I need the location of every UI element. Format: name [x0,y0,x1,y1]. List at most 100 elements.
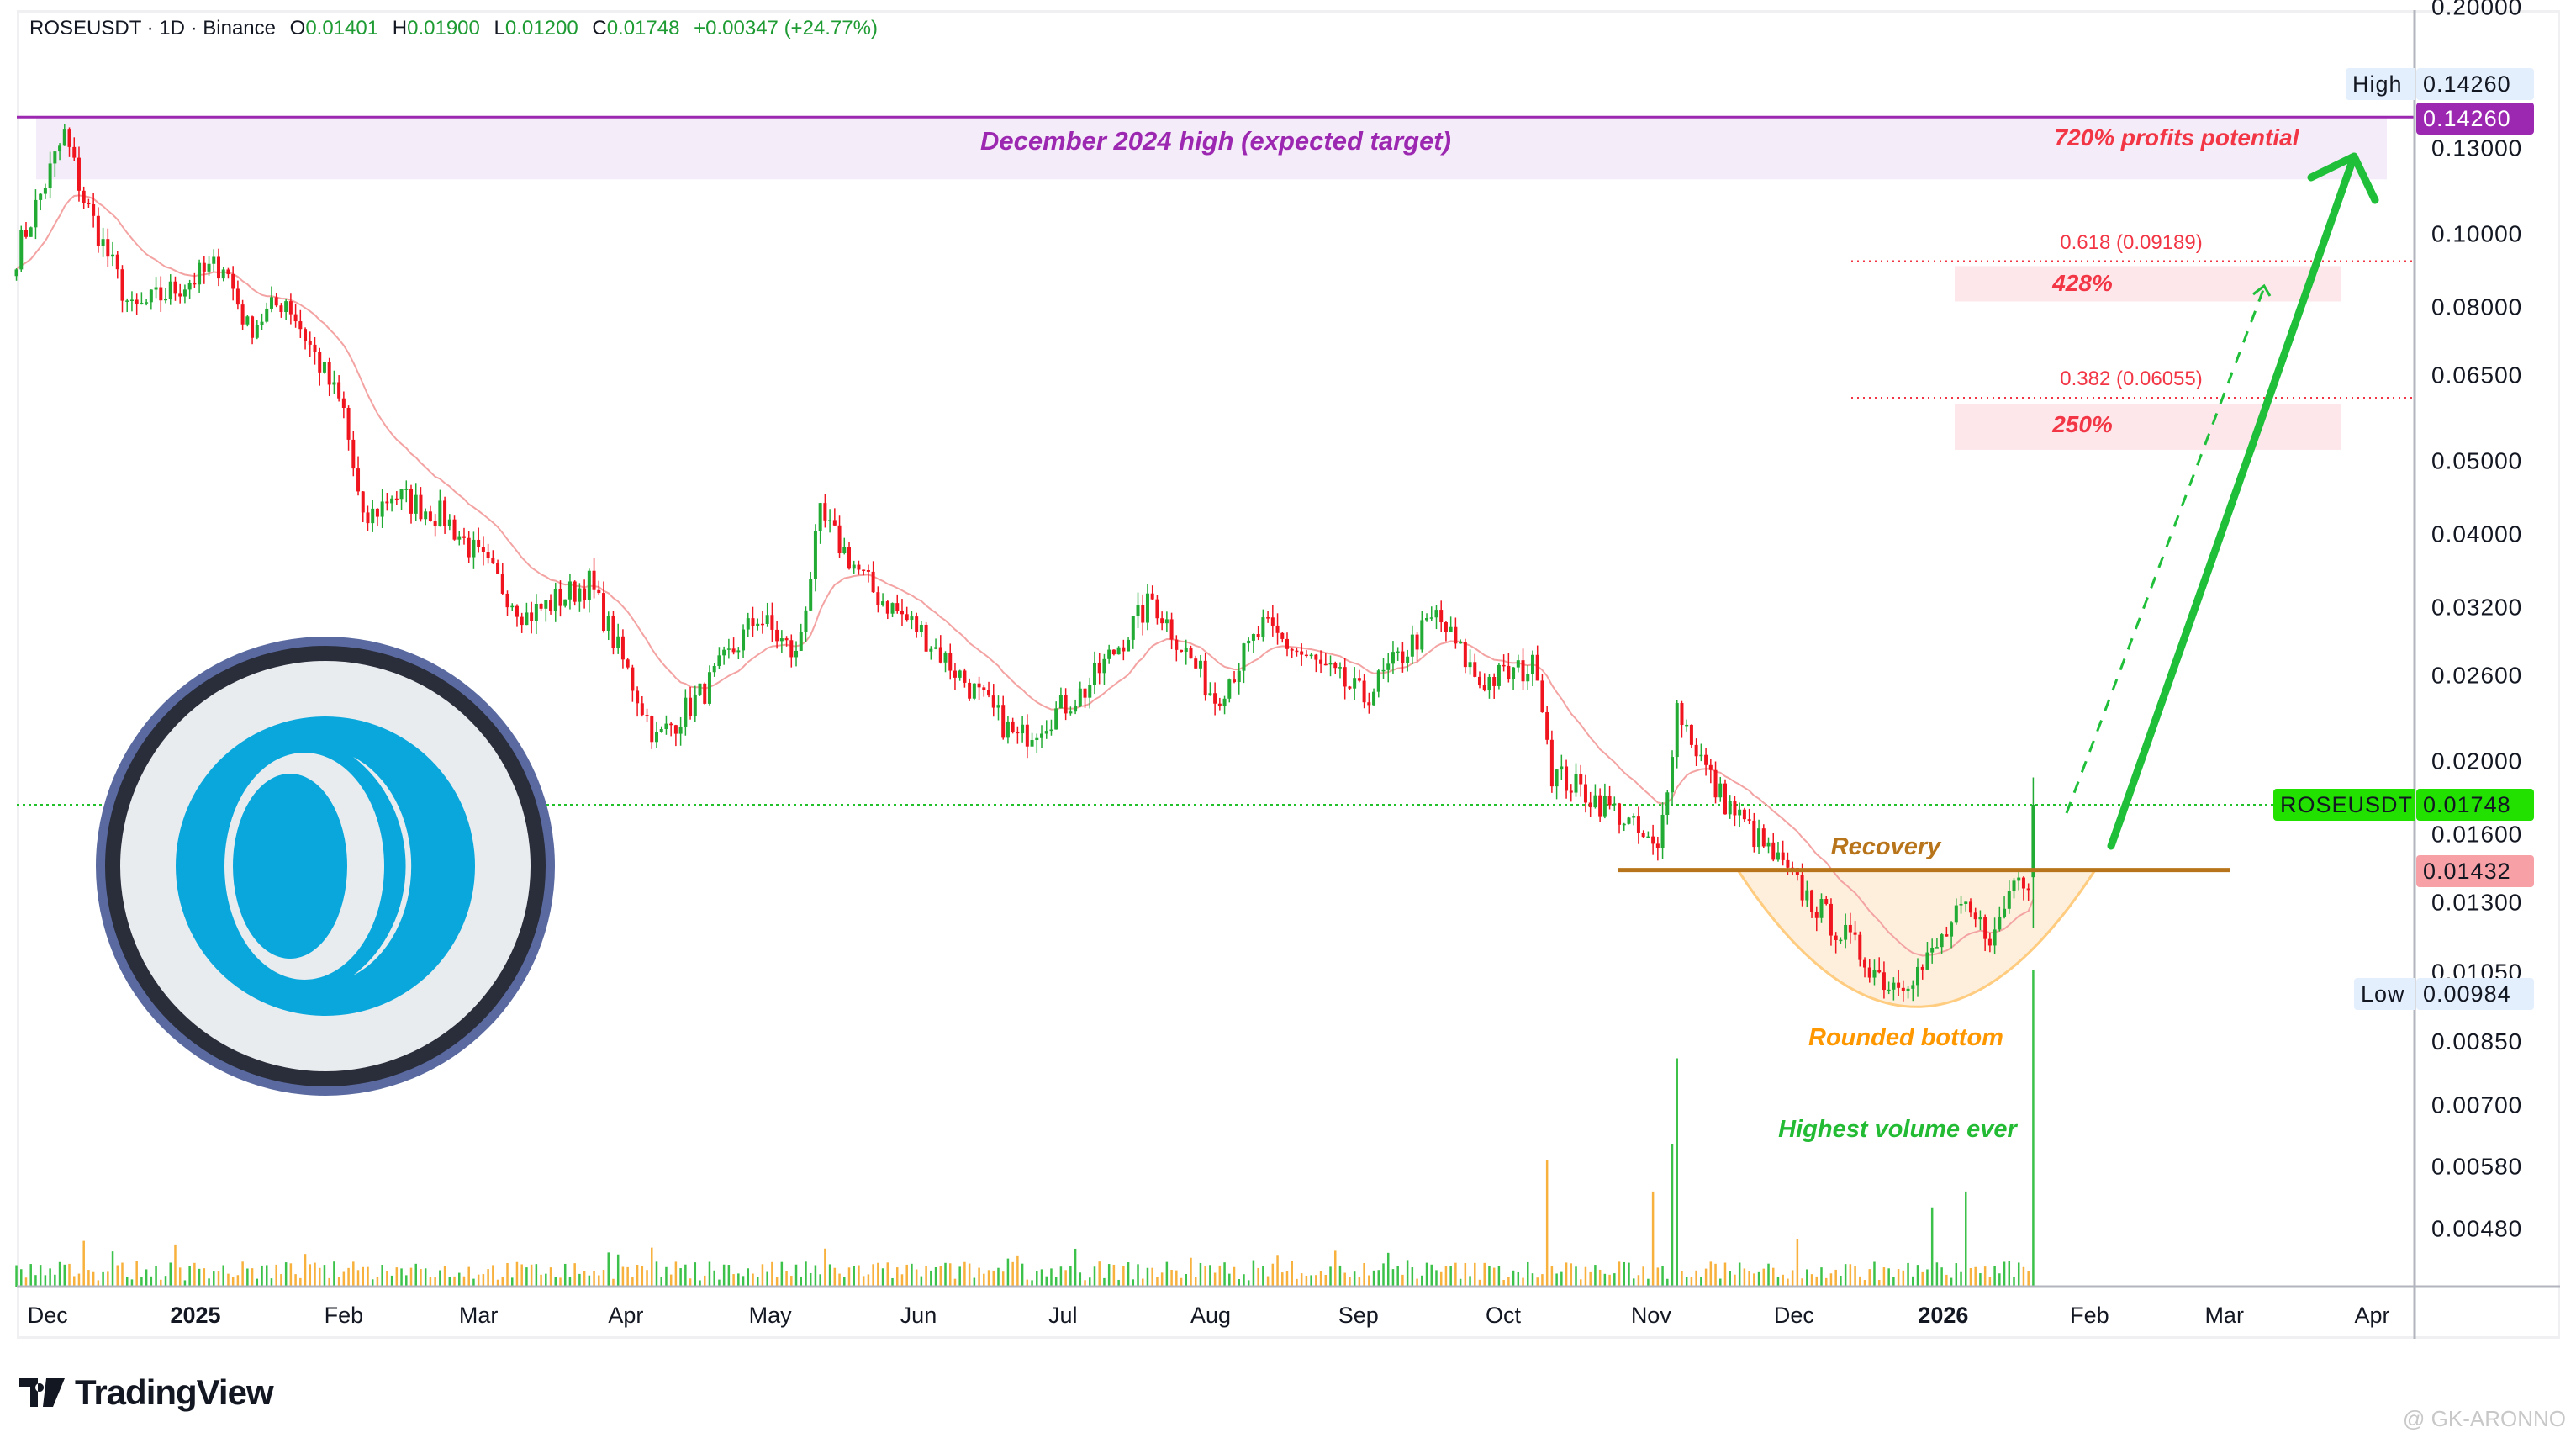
candle[interactable] [977,683,981,688]
candle[interactable] [1333,663,1338,669]
candle[interactable] [1429,617,1433,619]
candle[interactable] [159,287,163,301]
candle[interactable] [1993,929,1997,946]
candle[interactable] [1733,801,1737,816]
candle[interactable] [1348,686,1352,689]
candle[interactable] [29,227,33,237]
candle[interactable] [765,615,769,624]
candle[interactable] [390,498,394,504]
candle[interactable] [1545,711,1549,740]
candle[interactable] [178,293,182,297]
candle[interactable] [1425,617,1429,621]
candle[interactable] [491,558,495,564]
candle[interactable] [1304,654,1308,657]
candle[interactable] [34,199,38,228]
candle[interactable] [1680,703,1684,726]
candle[interactable] [948,652,953,671]
candle[interactable] [366,512,370,524]
candle[interactable] [496,563,500,574]
candle[interactable] [1116,647,1121,655]
candle[interactable] [308,341,312,345]
candle[interactable] [534,603,538,621]
candle[interactable] [145,302,149,304]
candle[interactable] [1410,634,1414,657]
candle[interactable] [1150,593,1154,600]
candle[interactable] [1473,662,1477,677]
candle[interactable] [871,571,875,593]
candle[interactable] [394,498,399,500]
candle[interactable] [1723,783,1727,815]
candle[interactable] [578,588,582,602]
candle[interactable] [1111,649,1116,655]
candle[interactable] [1598,795,1602,817]
candle[interactable] [467,537,471,558]
candle[interactable] [1444,621,1448,633]
candle[interactable] [823,503,827,521]
candle[interactable] [1343,667,1347,687]
candle[interactable] [67,130,71,147]
candle[interactable] [48,163,52,188]
candle[interactable] [520,616,524,626]
candle[interactable] [1771,842,1776,860]
candle[interactable] [207,263,211,272]
candle[interactable] [620,636,625,660]
candle[interactable] [842,547,847,554]
candle[interactable] [2012,880,2016,891]
candle[interactable] [245,316,250,325]
candle[interactable] [164,299,168,301]
candle[interactable] [1549,739,1554,787]
candle[interactable] [996,705,1000,708]
candle[interactable] [356,468,361,492]
candle[interactable] [1001,705,1006,738]
candle[interactable] [1454,626,1458,644]
candle[interactable] [1983,917,1987,939]
candle[interactable] [265,308,269,322]
candle[interactable] [664,723,668,729]
candle[interactable] [486,552,490,558]
candle[interactable] [640,703,644,716]
candle[interactable] [424,511,428,520]
candle[interactable] [322,362,326,373]
candle[interactable] [549,600,553,611]
candle[interactable] [111,254,115,257]
candle[interactable] [895,603,900,611]
candle[interactable] [87,203,91,205]
candle[interactable] [1574,774,1578,793]
candle[interactable] [279,305,283,313]
candle[interactable] [1035,737,1039,741]
candle[interactable] [934,647,938,649]
candle[interactable] [722,649,726,656]
candle[interactable] [1227,679,1232,699]
candle[interactable] [1998,917,2002,930]
candle[interactable] [1102,658,1106,674]
candle[interactable] [828,520,832,521]
candle[interactable] [616,636,620,648]
candle[interactable] [1434,610,1438,618]
candle[interactable] [1097,662,1101,674]
candle[interactable] [1565,766,1569,791]
candle[interactable] [1588,802,1592,808]
candle[interactable] [1641,832,1645,838]
candle[interactable] [736,650,741,653]
candle[interactable] [1911,985,1915,989]
candle[interactable] [269,297,273,309]
candle[interactable] [915,616,919,632]
candle[interactable] [587,570,591,600]
candle[interactable] [1492,677,1497,686]
candle[interactable] [1468,662,1472,668]
candle[interactable] [1867,967,1871,978]
candle[interactable] [1058,695,1063,709]
candle[interactable] [129,299,134,301]
candle[interactable] [852,564,856,569]
candle[interactable] [1535,654,1539,681]
candle[interactable] [1964,901,1968,904]
candle[interactable] [1950,922,1954,937]
candle[interactable] [809,579,813,610]
candle[interactable] [693,694,697,716]
candle[interactable] [953,670,957,678]
candle[interactable] [1280,632,1285,639]
candle[interactable] [1844,924,1848,940]
candle[interactable] [779,638,784,642]
candle[interactable] [1704,754,1708,765]
candle[interactable] [1530,654,1534,674]
